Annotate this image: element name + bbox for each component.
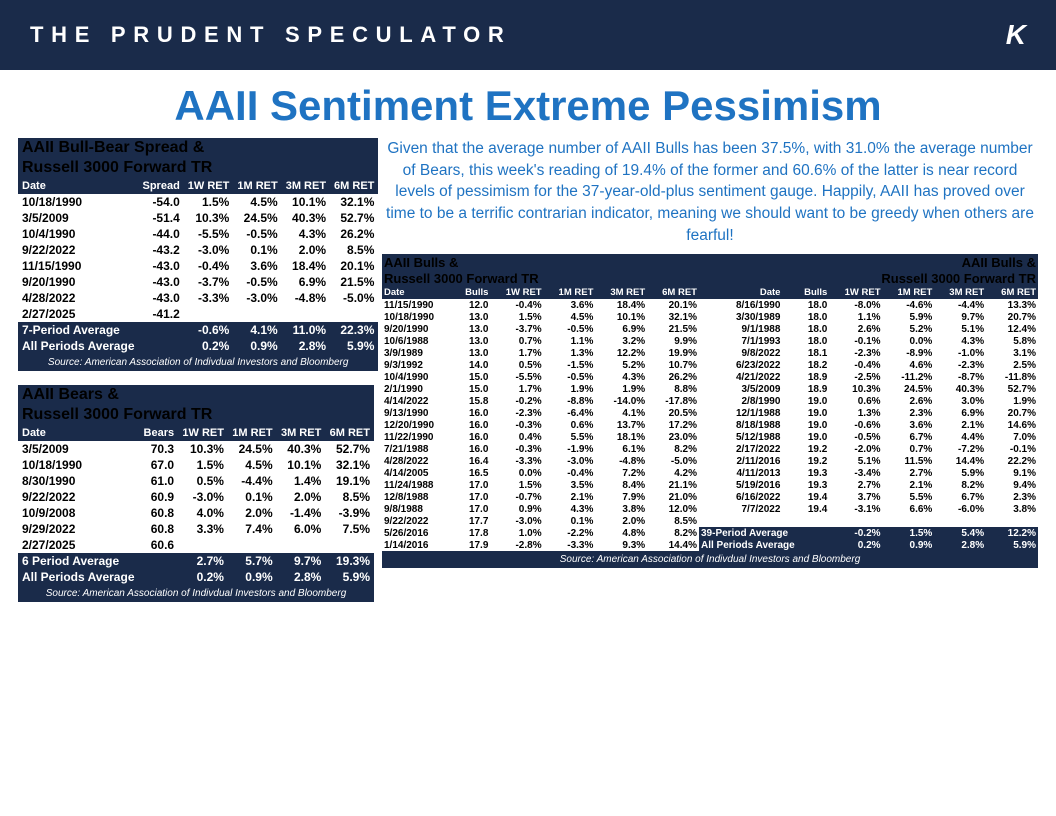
table-row: 9/22/2022-43.2-3.0%0.1%2.0%8.5% [18, 242, 378, 258]
table-row: 9/8/198817.00.9%4.3%3.8%12.0%7/7/202219.… [382, 503, 1038, 515]
table-header: 1M RET [544, 286, 596, 299]
table-row: 9/20/1990-43.0-3.7%-0.5%6.9%21.5% [18, 274, 378, 290]
table-header: Bears [139, 425, 178, 441]
table-row: 10/4/1990-44.0-5.5%-0.5%4.3%26.2% [18, 226, 378, 242]
table-header: 3M RET [595, 286, 647, 299]
table-row: 4/28/2022-43.0-3.3%-3.0%-4.8%-5.0% [18, 290, 378, 306]
table-header: 1W RET [490, 286, 543, 299]
table-row: 9/29/202260.83.3%7.4%6.0%7.5% [18, 521, 374, 537]
table-row: 9/20/199013.0-3.7%-0.5%6.9%21.5%9/1/1988… [382, 323, 1038, 335]
spread-table-title2: Russell 3000 Forward TR [18, 158, 378, 178]
table-row: 10/18/199013.01.5%4.5%10.1%32.1%3/30/198… [382, 311, 1038, 323]
bulls-title1-right: AAII Bulls & [699, 254, 1038, 270]
table-header: 6M RET [647, 286, 699, 299]
table-header: Date [382, 286, 454, 299]
table-header: 6M RET [325, 425, 374, 441]
table-row: 10/9/200860.84.0%2.0%-1.4%-3.9% [18, 505, 374, 521]
table-header: 3M RET [277, 425, 326, 441]
table-header: Date [18, 425, 139, 441]
bears-source: Source: American Association of Indivdua… [18, 585, 374, 602]
table-row: 5/26/201617.81.0%-2.2%4.8%8.2%39-Period … [382, 527, 1038, 539]
table-row: 12/20/199016.0-0.3%0.6%13.7%17.2%8/18/19… [382, 419, 1038, 431]
bears-table: AAII Bears & Russell 3000 Forward TR Dat… [18, 385, 374, 602]
bulls-title2-left: Russell 3000 Forward TR [382, 270, 699, 286]
table-row: 11/15/199012.0-0.4%3.6%18.4%20.1%8/16/19… [382, 299, 1038, 311]
table-row: 10/18/199067.01.5%4.5%10.1%32.1% [18, 457, 374, 473]
table-row: 9/22/202260.9-3.0%0.1%2.0%8.5% [18, 489, 374, 505]
bulls-title2-right: Russell 3000 Forward TR [699, 270, 1038, 286]
table-row: 1/14/201617.9-2.8%-3.3%9.3%14.4%All Peri… [382, 539, 1038, 551]
table-header: 6M RET [986, 286, 1038, 299]
table-row: 4/28/202216.4-3.3%-3.0%-4.8%-5.0%2/11/20… [382, 455, 1038, 467]
table-header: 1M RET [233, 178, 281, 194]
table-row: 9/3/199214.00.5%-1.5%5.2%10.7%6/23/20221… [382, 359, 1038, 371]
table-row: 8/30/199061.00.5%-4.4%1.4%19.1% [18, 473, 374, 489]
content-area: AAII Bull-Bear Spread & Russell 3000 For… [0, 138, 1056, 602]
table-row: 12/8/198817.0-0.7%2.1%7.9%21.0%6/16/2022… [382, 491, 1038, 503]
table-row: 3/5/2009-51.410.3%24.5%40.3%52.7% [18, 210, 378, 226]
table-row: 7/21/198816.0-0.3%-1.9%6.1%8.2%2/17/2022… [382, 443, 1038, 455]
table-row: 11/15/1990-43.0-0.4%3.6%18.4%20.1% [18, 258, 378, 274]
table-header: 3M RET [282, 178, 330, 194]
bears-table-title1: AAII Bears & [18, 385, 374, 405]
bulls-table: AAII Bulls & AAII Bulls & Russell 3000 F… [382, 254, 1038, 568]
bulls-title1-left: AAII Bulls & [382, 254, 699, 270]
table-header: 6M RET [330, 178, 378, 194]
bears-table-title2: Russell 3000 Forward TR [18, 405, 374, 425]
table-row: 10/18/1990-54.01.5%4.5%10.1%32.1% [18, 194, 378, 210]
table-row: 2/27/202560.6 [18, 537, 374, 553]
table-header: Date [18, 178, 139, 194]
header-title: THE PRUDENT SPECULATOR [30, 22, 512, 48]
body-text: Given that the average number of AAII Bu… [382, 138, 1038, 254]
spread-table: AAII Bull-Bear Spread & Russell 3000 For… [18, 138, 378, 371]
table-header: Bulls [782, 286, 829, 299]
table-row: 2/1/199015.01.7%1.9%1.9%8.8%3/5/200918.9… [382, 383, 1038, 395]
table-row: 9/13/199016.0-2.3%-6.4%4.1%20.5%12/1/198… [382, 407, 1038, 419]
table-row: 4/14/202215.8-0.2%-8.8%-14.0%-17.8%2/8/1… [382, 395, 1038, 407]
table-row: 11/22/199016.00.4%5.5%18.1%23.0%5/12/198… [382, 431, 1038, 443]
table-row: 4/14/200516.50.0%-0.4%7.2%4.2%4/11/20131… [382, 467, 1038, 479]
header: THE PRUDENT SPECULATOR K [0, 0, 1056, 70]
right-column: Given that the average number of AAII Bu… [382, 138, 1038, 602]
table-row: 10/6/198813.00.7%1.1%3.2%9.9%7/1/199318.… [382, 335, 1038, 347]
table-header: 1W RET [178, 425, 228, 441]
table-row: 11/24/198817.01.5%3.5%8.4%21.1%5/19/2016… [382, 479, 1038, 491]
table-header: 3M RET [934, 286, 986, 299]
left-column: AAII Bull-Bear Spread & Russell 3000 For… [18, 138, 374, 602]
table-header: Spread [139, 178, 184, 194]
table-header: 1W RET [184, 178, 234, 194]
table-row: 9/22/202217.7-3.0%0.1%2.0%8.5% [382, 515, 1038, 527]
main-title: AAII Sentiment Extreme Pessimism [0, 82, 1056, 130]
table-header: Bulls [454, 286, 490, 299]
header-logo-icon: K [1006, 19, 1026, 51]
table-row: 2/27/2025-41.2 [18, 306, 378, 322]
table-header: 1M RET [228, 425, 277, 441]
spread-source: Source: American Association of Indivdua… [18, 354, 378, 371]
table-row: 10/4/199015.0-5.5%-0.5%4.3%26.2%4/21/202… [382, 371, 1038, 383]
table-row: 3/9/198913.01.7%1.3%12.2%19.9%9/8/202218… [382, 347, 1038, 359]
table-header: 1W RET [829, 286, 882, 299]
table-header: 1M RET [883, 286, 935, 299]
table-row: 3/5/200970.310.3%24.5%40.3%52.7% [18, 441, 374, 457]
spread-table-title1: AAII Bull-Bear Spread & [18, 138, 378, 158]
table-header: Date [699, 286, 782, 299]
bulls-source: Source: American Association of Indivdua… [382, 551, 1038, 568]
